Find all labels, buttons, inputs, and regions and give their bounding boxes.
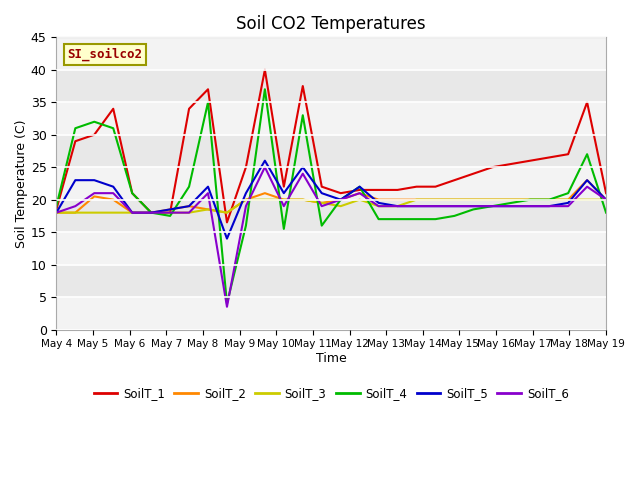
- Bar: [56, 200, 606, 232]
- Y-axis label: Soil Temperature (C): Soil Temperature (C): [15, 119, 28, 248]
- Bar: [56, 135, 606, 167]
- Bar: [56, 167, 606, 200]
- Title: Soil CO2 Temperatures: Soil CO2 Temperatures: [236, 15, 426, 33]
- Bar: [56, 102, 606, 135]
- Bar: [56, 232, 606, 264]
- Bar: [56, 37, 606, 70]
- X-axis label: Time: Time: [316, 352, 347, 365]
- Bar: [56, 70, 606, 102]
- Text: SI_soilco2: SI_soilco2: [67, 48, 142, 61]
- Legend: SoilT_1, SoilT_2, SoilT_3, SoilT_4, SoilT_5, SoilT_6: SoilT_1, SoilT_2, SoilT_3, SoilT_4, Soil…: [89, 382, 573, 405]
- Bar: [56, 297, 606, 329]
- Bar: [56, 264, 606, 297]
